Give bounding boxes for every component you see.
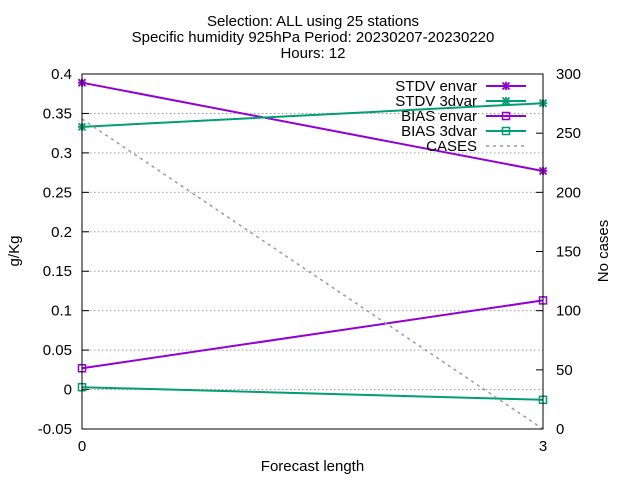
point-marker bbox=[501, 81, 511, 91]
plot-frame bbox=[81, 73, 544, 430]
legend-label: STDV envar bbox=[395, 78, 477, 95]
legend-label: BIAS envar bbox=[401, 108, 477, 125]
series-line bbox=[81, 386, 544, 401]
title-line: Selection: ALL using 25 stations bbox=[207, 13, 419, 30]
y-axis-ticks: -0.05 0 0.05 0.1 0.15 0.2 0.25 0.3 0.35 0.4 bbox=[38, 66, 89, 438]
y2-tick-label: 150 bbox=[556, 244, 581, 261]
title-line: Specific humidity 925hPa Period: 2023020… bbox=[132, 29, 495, 46]
y-tick-label: 0 bbox=[64, 382, 72, 399]
legend-label: BIAS 3dvar bbox=[401, 123, 477, 140]
series-2 bbox=[77, 296, 548, 373]
grid-lines bbox=[82, 112, 543, 391]
x-tick-label: 3 bbox=[539, 438, 547, 455]
y-tick-label: 0.2 bbox=[51, 224, 72, 241]
chart-title: Selection: ALL using 25 stationsSpecific… bbox=[132, 13, 495, 62]
series-line bbox=[81, 299, 544, 370]
series-3 bbox=[77, 382, 548, 405]
point-marker bbox=[501, 96, 511, 106]
y-tick-label: 0.3 bbox=[51, 145, 72, 162]
y-tick-label: 0.1 bbox=[51, 303, 72, 320]
y2-tick-label: 0 bbox=[556, 421, 564, 438]
series-4 bbox=[81, 118, 544, 430]
x-tick-label: 0 bbox=[78, 438, 86, 455]
y-tick-label: 0.05 bbox=[43, 342, 72, 359]
y-tick-label: -0.05 bbox=[38, 421, 72, 438]
y2-tick-label: 100 bbox=[556, 303, 581, 320]
series-line bbox=[81, 118, 544, 430]
legend-label: CASES bbox=[426, 138, 477, 155]
x-axis-label: Forecast length bbox=[261, 458, 364, 475]
y-tick-label: 0.15 bbox=[43, 263, 72, 280]
point-marker bbox=[501, 126, 511, 136]
y2-axis-label: No cases bbox=[595, 220, 612, 283]
legend-label: STDV 3dvar bbox=[395, 93, 477, 110]
y2-axis-ticks: 0 50 100 150 200 250 300 bbox=[536, 66, 581, 438]
series-line bbox=[81, 81, 544, 173]
series-line bbox=[81, 102, 544, 128]
y-tick-label: 0.4 bbox=[51, 66, 72, 83]
y2-tick-label: 200 bbox=[556, 184, 581, 201]
y-tick-label: 0.35 bbox=[43, 105, 72, 122]
y2-tick-label: 250 bbox=[556, 125, 581, 142]
y2-tick-label: 300 bbox=[556, 66, 581, 83]
y2-tick-label: 50 bbox=[556, 362, 573, 379]
point-marker bbox=[501, 111, 511, 121]
y-tick-label: 0.25 bbox=[43, 184, 72, 201]
y-axis-label: g/Kg bbox=[6, 236, 23, 267]
title-line: Hours: 12 bbox=[280, 45, 345, 62]
